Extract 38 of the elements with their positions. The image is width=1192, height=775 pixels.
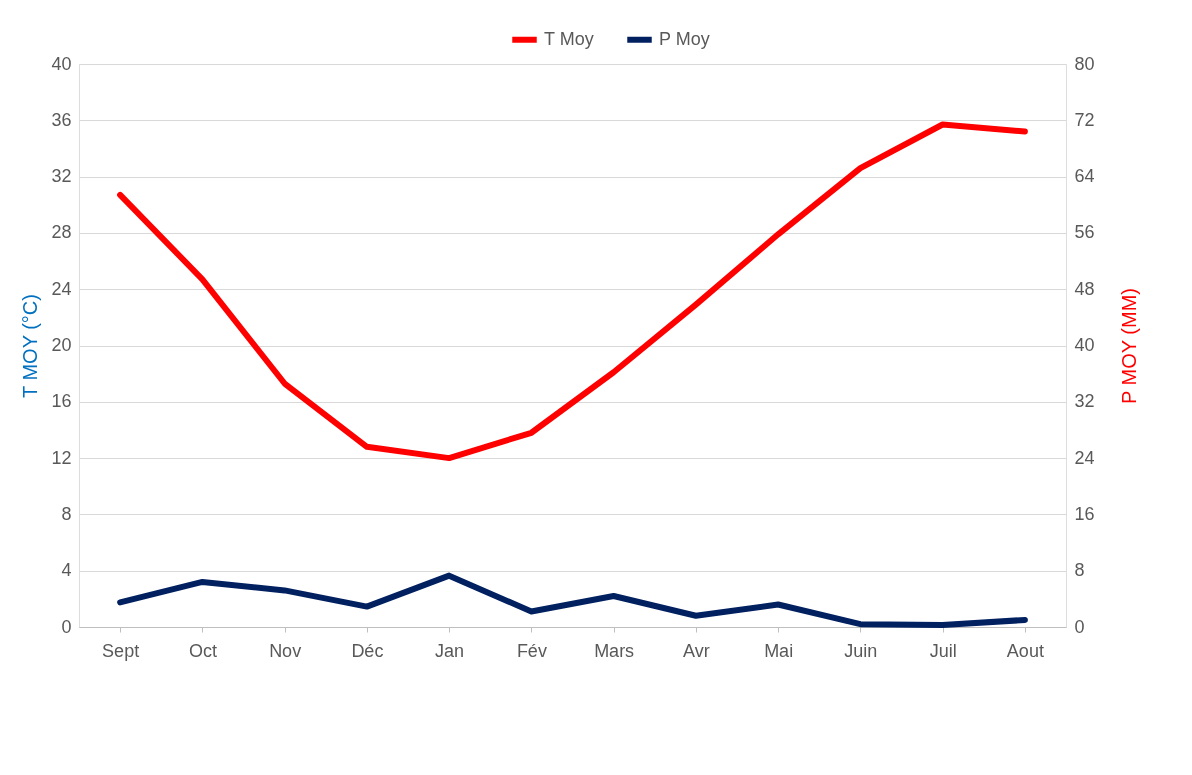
legend-label: P Moy xyxy=(659,28,710,49)
y2-tick-label: 56 xyxy=(1074,222,1095,243)
y2-tick-label: 16 xyxy=(1074,503,1095,524)
x-tick-label: Mai xyxy=(764,640,794,661)
y-tick-label: 8 xyxy=(61,503,72,524)
x-tick-label: Avr xyxy=(683,640,710,661)
x-tick-label: Juin xyxy=(844,640,878,661)
x-tick-label: Juil xyxy=(929,640,957,661)
x-tick-label: Mars xyxy=(594,640,635,661)
y2-tick-label: 48 xyxy=(1074,278,1095,299)
y-tick-label: 4 xyxy=(61,560,72,581)
x-tick-label: Nov xyxy=(269,640,302,661)
y2-tick-label: 64 xyxy=(1074,166,1095,187)
y-tick-label: 36 xyxy=(51,109,72,130)
y-tick-label: 16 xyxy=(51,391,72,412)
x-tick-label: Oct xyxy=(188,640,217,661)
y2-tick-label: 24 xyxy=(1074,447,1095,468)
y-tick-label: 40 xyxy=(51,53,72,74)
y-tick-label: 12 xyxy=(51,447,72,468)
y-tick-label: 20 xyxy=(51,335,72,355)
y2-tick-label: 0 xyxy=(1074,616,1085,637)
y2-tick-label: 40 xyxy=(1074,335,1095,355)
y-tick-label: 32 xyxy=(51,166,72,187)
y2-tick-label: 32 xyxy=(1074,391,1095,412)
x-tick-label: Sept xyxy=(102,640,140,661)
y2-axis-title: P MOY (MM) xyxy=(1117,288,1140,404)
y-tick-label: 28 xyxy=(51,222,72,243)
legend-label: T Moy xyxy=(544,28,594,49)
y2-tick-label: 8 xyxy=(1074,560,1085,581)
x-tick-label: Déc xyxy=(351,640,384,661)
y2-tick-label: 72 xyxy=(1074,109,1095,130)
y-axis-title: T MOY (°C) xyxy=(19,294,42,398)
y-tick-label: 0 xyxy=(61,616,72,637)
x-tick-label: Aout xyxy=(1006,640,1044,661)
x-tick-label: Jan xyxy=(435,640,465,661)
y-tick-label: 24 xyxy=(51,278,72,299)
x-tick-label: Fév xyxy=(516,640,547,661)
y2-tick-label: 80 xyxy=(1074,53,1095,74)
